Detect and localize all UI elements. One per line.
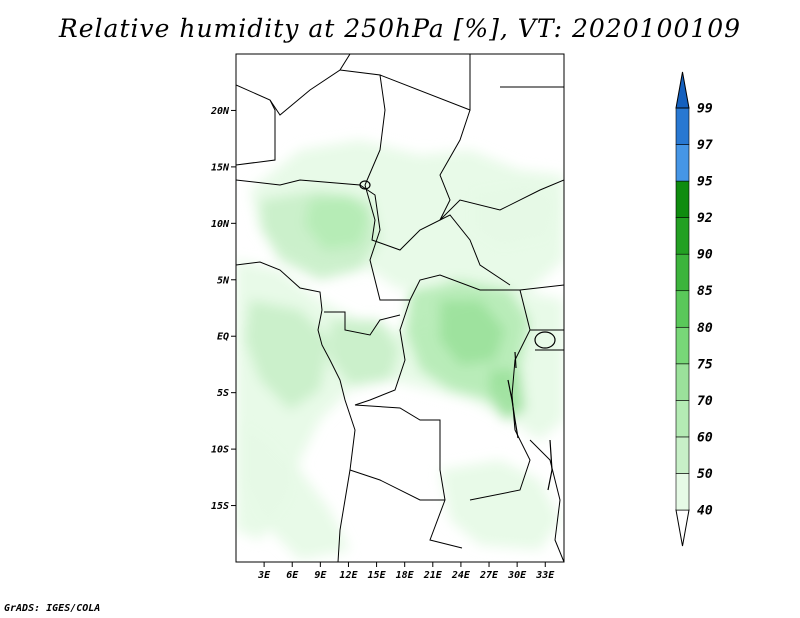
border-line [354,299,411,406]
colorbar-segment [675,363,690,401]
lon-tick-label: 27E [479,570,499,581]
lon-tick-label: 24E [451,570,471,581]
grads-credit: GrADS: IGES/COLA [4,603,101,614]
colorbar-segment [675,217,690,255]
lat-tick-label: 5S [217,388,229,399]
colorbar-segment [675,473,690,511]
humidity-patch [490,370,525,420]
lakes [359,180,556,491]
humidity-patch [440,460,560,550]
lat-tick-label: 15S [211,501,229,512]
axis-ticks: 20N 15N 10N 5N EQ 5S 10S 15S 3E 6E 9E 12E 15E 18E 21E 2… [210,106,555,581]
colorbar-segment [675,436,690,474]
border-line [354,404,463,549]
lat-tick-label: 10N [211,219,230,230]
lat-tick-label: EQ [217,332,229,343]
colorbar-over-triangle [675,71,690,109]
colorbar: 40 50 60 70 75 80 85 90 92 95 97 99 [675,71,713,547]
lat-tick-label: 5N [217,275,230,286]
lon-tick-label: 15E [368,570,387,581]
colorbar-segment [675,144,690,182]
border-line [236,179,564,301]
colorbar-label: 50 [697,467,713,482]
humidity-patch [250,140,564,300]
colorbar-label: 60 [697,430,713,445]
border-line [236,99,276,166]
border-line [439,179,564,221]
border-line [529,439,564,562]
lon-tick-label: 3E [257,570,271,581]
map-frame [235,53,565,563]
border-line [236,54,351,116]
colorbar-label: 95 [697,175,713,190]
colorbar-segment [675,326,690,365]
colorbar-label: 85 [697,284,713,299]
humidity-patch [240,420,350,560]
lon-tick-label: 21E [423,570,443,581]
colorbar-segment [675,107,690,145]
colorbar-label: 99 [697,102,713,117]
humidity-patch [305,195,370,250]
colorbar-segment [675,253,690,292]
colorbar-label: 80 [697,321,713,336]
lake-malawi [547,439,553,491]
border-line [439,109,471,221]
border-line [339,69,386,186]
humidity-patch [245,300,330,410]
border-line [324,311,401,336]
coastline [236,261,356,562]
border-line [349,469,445,501]
lake-victoria [534,331,556,349]
colorbar-label: 40 [697,504,713,519]
lon-tick-label: 18E [396,570,415,581]
colorbar-label: 75 [697,357,713,372]
lon-tick-label: 33E [535,570,555,581]
lon-tick-label: 12E [339,570,358,581]
lat-tick-label: 10S [211,445,229,456]
colorbar-segment [675,400,690,438]
lon-tick-label: 6E [286,570,299,581]
lake-kivu [514,351,517,369]
humidity-patch [330,320,400,385]
map-title: Relative humidity at 250hPa [%], VT: 202… [58,14,742,43]
humidity-patch [470,180,560,250]
lake-tanganyika [507,379,519,439]
colorbar-segment [675,180,690,218]
lat-tick-label: 20N [210,106,230,117]
country-borders [236,54,564,562]
colorbar-under-triangle [675,509,690,547]
lon-tick-label: 30E [507,570,527,581]
colorbar-label: 70 [697,394,713,409]
border-line [379,54,471,111]
colorbar-segment [675,290,690,328]
lon-tick-label: 9E [314,570,327,581]
colorbar-label: 92 [697,211,713,226]
colorbar-label: 90 [697,248,713,263]
lake-chad [359,180,371,190]
colorbar-label: 97 [697,138,713,153]
border-line [364,184,511,286]
humidity-patch [440,300,505,365]
lat-tick-label: 15N [211,162,230,173]
